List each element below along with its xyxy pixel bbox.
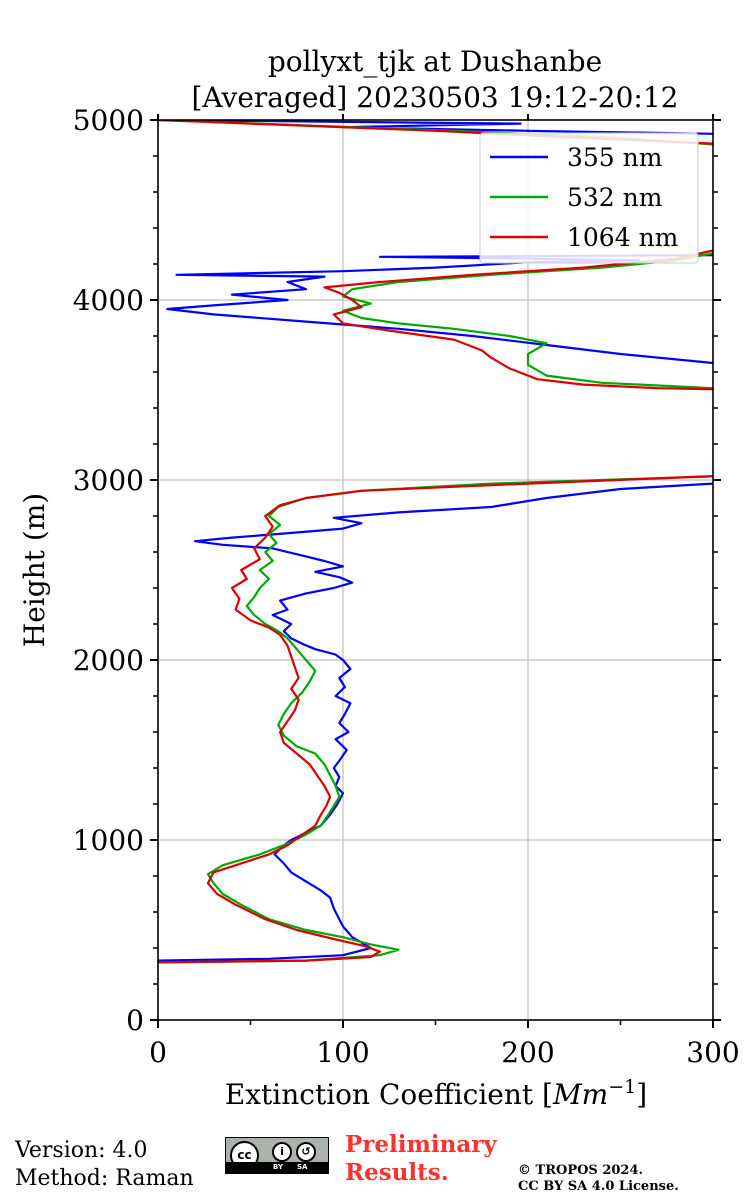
chart-title: pollyxt_tjk at Dushanbe: [268, 45, 602, 78]
series-line-532-nm: [158, 475, 713, 964]
preliminary-results-note: Preliminary Results.: [345, 1131, 497, 1187]
y-tick-label: 3000: [73, 464, 144, 497]
series-line-upper-1064-nm: [158, 120, 713, 391]
x-tick-label: 200: [501, 1036, 554, 1069]
copyright-line-1: © TROPOS 2024.: [518, 1163, 644, 1178]
series-line-upper-355-nm: [158, 120, 713, 365]
y-axis-label: Height (m): [18, 493, 51, 647]
x-tick-label: 300: [686, 1036, 739, 1069]
x-tick-label: 100: [316, 1036, 369, 1069]
x-axis-label: Extinction Coefficient [Mm−1]: [225, 1076, 647, 1111]
legend-label-355-nm: 355 nm: [567, 143, 663, 172]
preliminary-line-2: Results.: [345, 1159, 449, 1186]
share-alike-icon: ↺: [296, 1142, 316, 1162]
cc-by-label: BY: [273, 1163, 284, 1171]
grid: [158, 120, 713, 1020]
cc-sa-label: SA: [297, 1163, 308, 1171]
x-axis-label-close: ]: [636, 1078, 647, 1111]
legend-label-1064-nm: 1064 nm: [567, 223, 679, 252]
chart-subtitle: [Averaged] 20230503 19:12-20:12: [192, 81, 679, 114]
y-tick-label: 2000: [73, 644, 144, 677]
legend-box: [479, 132, 699, 264]
creative-commons-by-sa-icon: cc i ↺ BY SA: [225, 1137, 329, 1174]
method-text: Method: Raman: [15, 1166, 194, 1191]
legend: 355 nm 532 nm 1064 nm: [479, 132, 699, 264]
preliminary-line-1: Preliminary: [345, 1131, 497, 1158]
series-layer: [158, 120, 713, 964]
cc-badge-bar: [226, 1162, 328, 1173]
y-tick-label: 4000: [73, 284, 144, 317]
y-tick-label: 1000: [73, 824, 144, 857]
y-tick-label: 0: [126, 1004, 144, 1037]
copyright-note: © TROPOS 2024. CC BY SA 4.0 License.: [518, 1163, 679, 1195]
x-axis-label-exponent: −1: [608, 1076, 636, 1098]
version-text: Version: 4.0: [15, 1138, 148, 1163]
y-tick-label: 5000: [73, 104, 144, 137]
legend-label-532-nm: 532 nm: [567, 183, 663, 212]
copyright-line-2: CC BY SA 4.0 License.: [518, 1179, 679, 1194]
series-line-1064-nm: [158, 474, 713, 964]
x-tick-label: 0: [149, 1036, 167, 1069]
series-line-355-nm: [158, 482, 713, 962]
x-axis-label-unit: Mm: [552, 1078, 608, 1111]
attribution-icon: i: [272, 1142, 292, 1162]
series-line-upper-532-nm: [158, 120, 713, 390]
x-axis-label-base: Extinction Coefficient [: [225, 1078, 553, 1111]
